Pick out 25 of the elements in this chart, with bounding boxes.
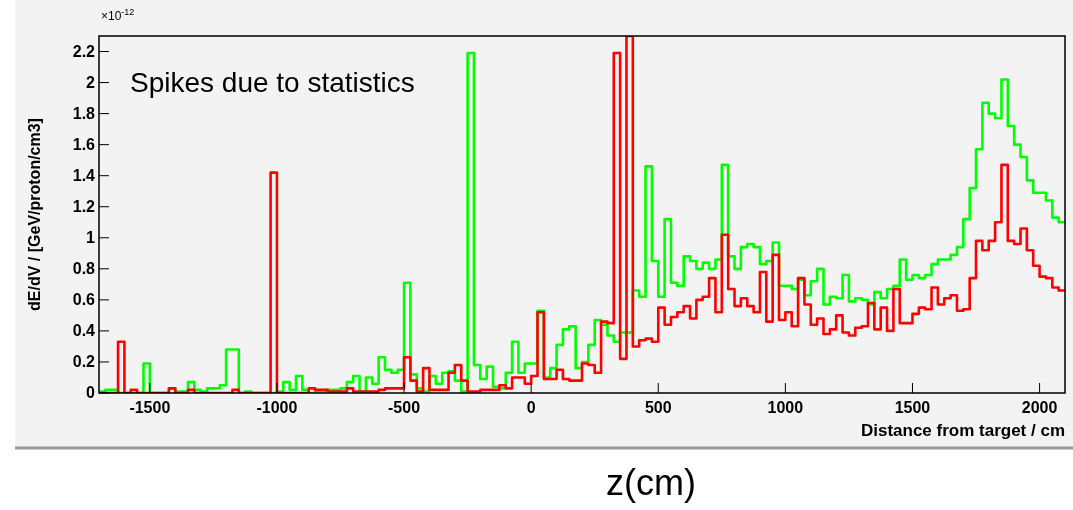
y-tick-label: 2.2: [72, 42, 96, 60]
annotation: Spikes due to statistics: [130, 67, 415, 98]
x-tick-label: 2000: [1021, 399, 1058, 416]
y-tick-label: 1: [86, 228, 96, 246]
x-tick-label: 500: [644, 399, 672, 416]
y-tick-label: 0.2: [72, 352, 96, 370]
y-tick-label: 0.4: [72, 321, 96, 339]
x-tick-label: 1500: [894, 399, 931, 416]
x-tick-label: -1500: [129, 399, 171, 416]
y-tick-label: 0.6: [72, 290, 96, 308]
text: z(cm): [606, 462, 696, 503]
x-axis-title: Distance from target / cm: [860, 421, 1065, 440]
text: ×10$^{-12}$: [101, 7, 135, 23]
x-tick-label: -500: [388, 399, 421, 416]
y-axis-title: dE/dV / [GeV/proton/cm3]: [26, 118, 43, 311]
x-tick-label: 1000: [767, 399, 804, 416]
y-tick-label: 0: [86, 384, 96, 401]
x-tick-label: 0: [526, 399, 536, 416]
y-tick-label: 2: [86, 73, 96, 91]
x-tick-label: -1000: [256, 399, 298, 416]
y-tick-label: 1.8: [72, 104, 96, 122]
y-tick-label: 1.6: [72, 135, 96, 153]
y-tick-label: 1.4: [72, 166, 96, 184]
y-tick-label: 0.8: [72, 259, 96, 277]
y-tick-label: 1.2: [72, 197, 96, 215]
